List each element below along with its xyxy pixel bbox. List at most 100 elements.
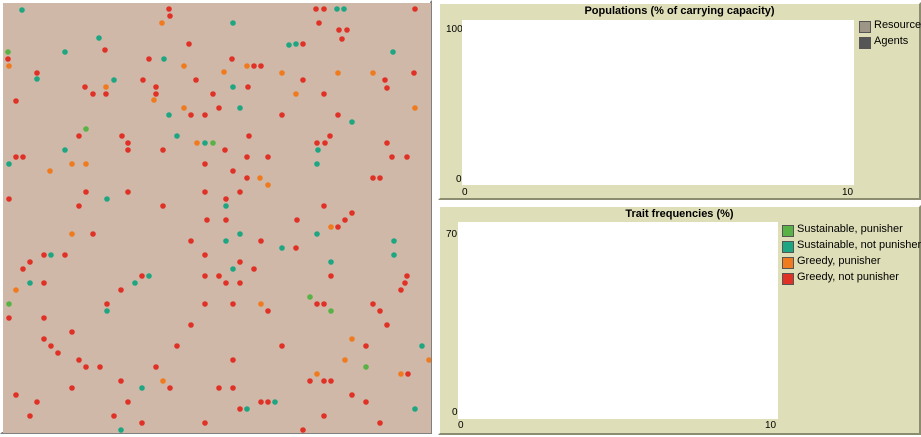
agent-dot: [111, 77, 117, 83]
populations-y-max-label: 100: [446, 24, 463, 35]
traits-plot-title: Trait frequencies (%): [625, 208, 734, 220]
agent-dot: [237, 259, 243, 265]
agent-dot: [419, 343, 425, 349]
agent-dot: [377, 175, 383, 181]
agent-dot: [6, 63, 12, 69]
agent-dot: [125, 140, 131, 146]
agent-dot: [377, 308, 383, 314]
agent-dot: [314, 140, 320, 146]
agent-dot: [153, 84, 159, 90]
agent-dot: [341, 6, 347, 12]
agent-dot: [193, 77, 199, 83]
agent-dot: [314, 231, 320, 237]
agent-dot: [167, 385, 173, 391]
agent-dot: [405, 371, 411, 377]
agent-dot: [102, 47, 108, 53]
agent-dot: [97, 364, 103, 370]
agent-dot: [216, 273, 222, 279]
agent-dot: [300, 427, 306, 433]
agents-swatch: [859, 37, 871, 49]
resource-swatch: [859, 21, 871, 33]
agent-dot: [119, 133, 125, 139]
agent-dot: [210, 140, 216, 146]
agent-dot: [27, 259, 33, 265]
world-canvas: [3, 3, 431, 433]
agent-dot: [342, 357, 348, 363]
world-view[interactable]: [0, 0, 432, 434]
agent-dot: [391, 252, 397, 258]
agent-dot: [181, 105, 187, 111]
agent-dot: [27, 280, 33, 286]
agent-dot: [265, 154, 271, 160]
world-background: [3, 3, 431, 433]
agent-dot: [412, 6, 418, 12]
agent-dot: [377, 420, 383, 426]
agent-dot: [344, 27, 350, 33]
agent-dot: [244, 63, 250, 69]
agent-dot: [246, 133, 252, 139]
agent-dot: [335, 224, 341, 230]
agent-dot: [83, 364, 89, 370]
agent-dot: [230, 266, 236, 272]
agent-dot: [258, 238, 264, 244]
agent-dot: [82, 84, 88, 90]
agent-dot: [174, 133, 180, 139]
agent-dot: [237, 105, 243, 111]
agent-dot: [202, 161, 208, 167]
agent-dot: [83, 126, 89, 132]
agent-dot: [41, 336, 47, 342]
agent-dot: [202, 252, 208, 258]
agent-dot: [69, 385, 75, 391]
legend-label-sustainable-punisher: Sustainable, punisher: [797, 223, 903, 235]
agent-dot: [300, 41, 306, 47]
agent-dot: [384, 322, 390, 328]
populations-plot-title: Populations (% of carrying capacity): [584, 5, 775, 17]
agent-dot: [265, 399, 271, 405]
agent-dot: [321, 203, 327, 209]
agent-dot: [321, 6, 327, 12]
agent-dot: [293, 41, 299, 47]
agent-dot: [139, 385, 145, 391]
agent-dot: [174, 343, 180, 349]
agent-dot: [222, 147, 228, 153]
agent-dot: [244, 175, 250, 181]
agent-dot: [69, 231, 75, 237]
agent-dot: [265, 308, 271, 314]
agent-dot: [321, 301, 327, 307]
agent-dot: [363, 343, 369, 349]
agent-dot: [230, 357, 236, 363]
agent-dot: [146, 273, 152, 279]
agent-dot: [314, 371, 320, 377]
agent-dot: [314, 301, 320, 307]
agent-dot: [335, 112, 341, 118]
agent-dot: [55, 350, 61, 356]
agent-dot: [398, 287, 404, 293]
agent-dot: [230, 20, 236, 26]
agent-dot: [5, 56, 11, 62]
agent-dot: [328, 273, 334, 279]
agent-dot: [412, 406, 418, 412]
agent-dot: [294, 217, 300, 223]
agent-dot: [69, 161, 75, 167]
agent-dot: [125, 399, 131, 405]
agent-dot: [83, 161, 89, 167]
agent-dot: [327, 133, 333, 139]
agent-dot: [391, 238, 397, 244]
agent-dot: [62, 252, 68, 258]
agent-dot: [202, 301, 208, 307]
agent-dot: [307, 378, 313, 384]
agent-dot: [202, 420, 208, 426]
agent-dot: [139, 420, 145, 426]
agent-dot: [335, 70, 341, 76]
agent-dot: [47, 168, 53, 174]
traits-y-max-label: 70: [446, 229, 458, 240]
agent-dot: [223, 280, 229, 286]
agent-dot: [188, 112, 194, 118]
agent-dot: [96, 35, 102, 41]
agent-dot: [328, 308, 334, 314]
agent-dot: [216, 385, 222, 391]
agent-dot: [313, 6, 319, 12]
agent-dot: [160, 203, 166, 209]
agent-dot: [293, 91, 299, 97]
agent-dot: [167, 13, 173, 19]
